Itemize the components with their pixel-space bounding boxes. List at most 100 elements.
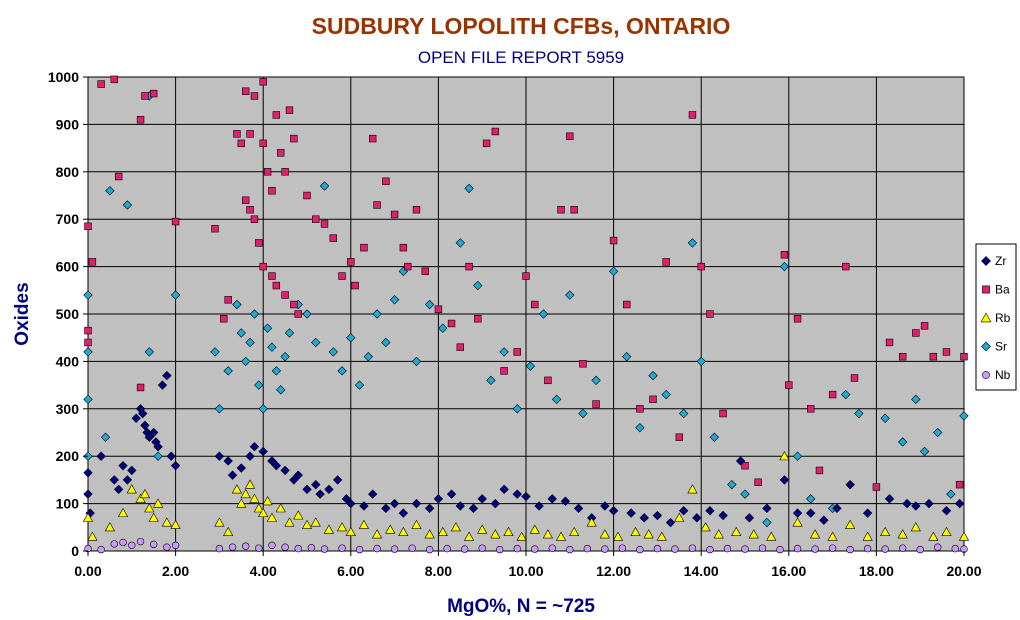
data-point-zr	[560, 496, 571, 506]
data-point-nb	[706, 545, 714, 554]
data-point-ba	[382, 177, 390, 185]
data-point-nb	[171, 541, 180, 550]
data-point-ba	[114, 172, 123, 181]
data-point-nb	[460, 545, 469, 553]
data-point-ba	[368, 134, 377, 143]
data-point-nb	[320, 545, 329, 553]
data-point-nb	[653, 544, 662, 553]
data-point-nb	[583, 544, 592, 553]
data-point-nb	[408, 544, 416, 552]
data-point-zr	[521, 491, 531, 502]
data-point-ba	[136, 115, 145, 124]
data-point-rb	[529, 524, 540, 534]
data-point-nb	[828, 544, 837, 552]
data-point-ba	[246, 206, 254, 214]
data-point-sr	[635, 423, 645, 433]
data-point-rb	[244, 479, 256, 489]
x-tick-label: 20.00	[946, 563, 981, 579]
data-point-rb	[87, 531, 98, 541]
data-point-nb	[916, 545, 924, 554]
data-point-ba	[531, 300, 539, 309]
data-point-sr	[551, 394, 562, 404]
data-point-ba	[233, 130, 241, 138]
data-point-rb	[958, 531, 970, 541]
y-tick-label: 700	[56, 211, 80, 227]
data-point-ba	[636, 405, 644, 413]
data-point-rb	[687, 484, 698, 494]
data-point-rb	[700, 522, 711, 532]
data-point-zr	[911, 501, 921, 511]
data-point-sr	[898, 437, 908, 447]
data-point-zr	[315, 489, 325, 499]
data-point-sr	[346, 333, 356, 343]
data-point-rb	[542, 529, 553, 539]
x-tick-label: 18.00	[859, 563, 894, 579]
data-point-rb	[569, 526, 580, 537]
y-axis-ticks: 0 100 200 300 400 500 600 700 800 900 1000	[48, 69, 88, 559]
data-point-ba	[500, 367, 508, 375]
data-point-ba	[250, 92, 259, 100]
data-point-rb	[135, 493, 146, 503]
data-point-rb	[82, 512, 94, 522]
data-point-zr	[679, 506, 689, 516]
data-point-rb	[555, 531, 567, 541]
data-point-rb	[170, 519, 181, 529]
data-point-nb	[776, 545, 784, 554]
data-point-sr	[455, 238, 465, 248]
data-point-rb	[266, 512, 278, 522]
data-point-nb	[294, 544, 302, 553]
data-point-sr	[919, 446, 930, 457]
data-point-nb	[618, 544, 627, 552]
data-point-ba	[224, 296, 232, 304]
data-point-zr	[118, 461, 128, 471]
data-point-nb	[355, 545, 364, 554]
data-point-ba	[828, 390, 837, 399]
data-point-ba	[399, 243, 408, 252]
data-point-sr	[254, 380, 264, 390]
data-point-ba	[259, 78, 267, 86]
data-point-rb	[437, 526, 448, 537]
data-point-zr	[718, 510, 728, 521]
data-point-zr	[665, 517, 676, 528]
data-point-zr	[144, 432, 154, 442]
data-point-zr	[490, 498, 501, 509]
data-point-zr	[149, 427, 159, 438]
data-point-ba	[456, 343, 464, 351]
data-point-ba	[241, 196, 250, 204]
data-point-rb	[630, 526, 641, 537]
data-point-ba	[329, 234, 337, 242]
data-point-ba	[960, 352, 968, 361]
data-point-rb	[236, 498, 247, 508]
data-point-ba	[754, 478, 762, 486]
data-point-ba	[268, 187, 276, 195]
data-point-rb	[152, 498, 164, 508]
data-point-nb	[443, 544, 451, 553]
data-point-ba	[609, 236, 618, 245]
data-point-zr	[954, 498, 965, 509]
data-point-zr	[819, 515, 829, 525]
data-point-zr	[289, 475, 299, 485]
data-point-nb	[281, 543, 289, 551]
data-point-sr	[687, 238, 698, 248]
data-point-nb	[228, 543, 237, 551]
data-point-sr	[302, 309, 312, 319]
data-point-rb	[477, 524, 488, 534]
data-point-rb	[117, 507, 129, 518]
data-point-zr	[311, 479, 321, 490]
data-point-rb	[336, 522, 348, 532]
data-point-rb	[262, 496, 273, 506]
data-point-ba	[97, 80, 105, 88]
data-point-zr	[600, 501, 610, 511]
data-point-rb	[275, 503, 286, 513]
data-point-rb	[385, 524, 396, 534]
data-point-ba	[898, 352, 907, 361]
data-point-sr	[236, 328, 246, 338]
data-point-ba	[785, 381, 793, 389]
data-point-sr	[841, 389, 851, 400]
data-point-rb	[910, 522, 921, 532]
data-point-sr	[354, 380, 365, 390]
data-point-ba	[675, 433, 684, 441]
data-point-rb	[731, 526, 742, 537]
data-point-sr	[591, 375, 601, 386]
data-point-sr	[880, 413, 890, 423]
